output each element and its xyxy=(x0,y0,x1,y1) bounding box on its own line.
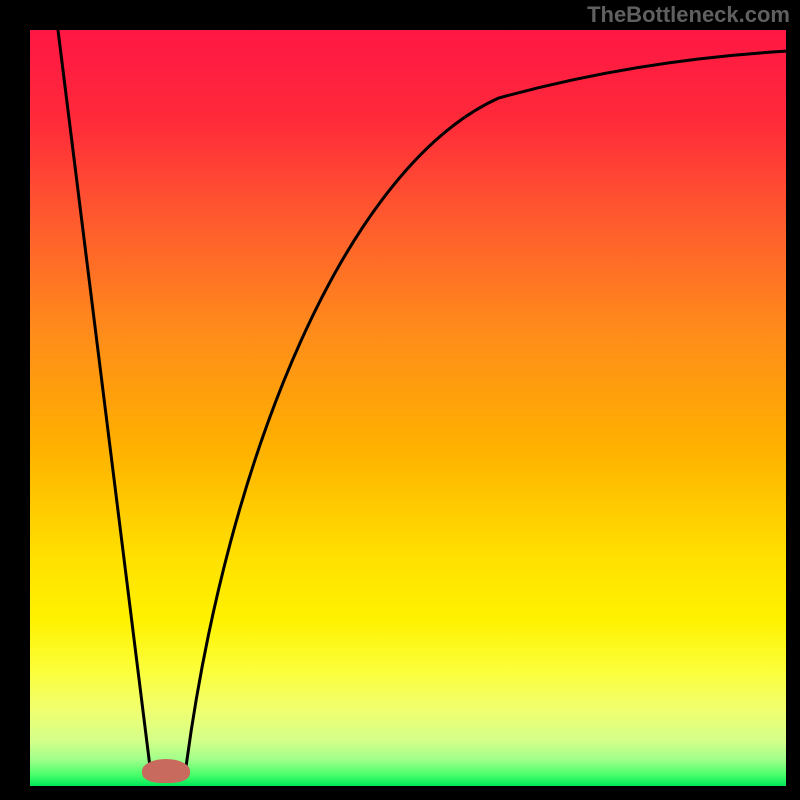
bottleneck-curve xyxy=(30,30,786,786)
plot-area xyxy=(30,30,786,786)
watermark-text: TheBottleneck.com xyxy=(587,2,790,28)
minimum-marker xyxy=(142,759,190,783)
chart-container: TheBottleneck.com xyxy=(0,0,800,800)
